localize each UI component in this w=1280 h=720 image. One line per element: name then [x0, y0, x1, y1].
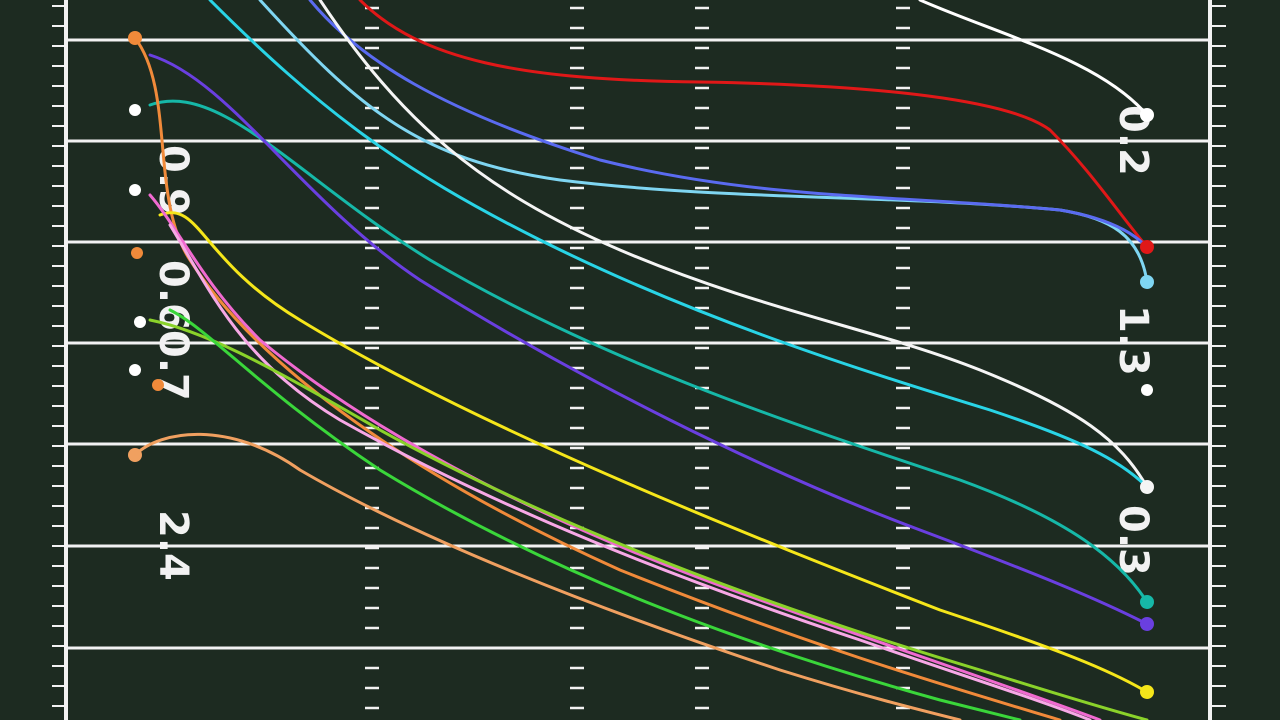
endpoint-red [1140, 240, 1154, 254]
route-green [168, 308, 1022, 720]
route-red [358, 0, 1149, 249]
endpoint-orange-upper [128, 31, 142, 45]
route-white-mid [318, 0, 1149, 489]
right-label-3: 0.3 [1110, 505, 1156, 576]
start-marker [129, 104, 141, 116]
route-white-top [918, 0, 1149, 117]
endpoint-light-blue [1140, 275, 1154, 289]
start-marker [134, 316, 146, 328]
route-blue-violet [308, 0, 1149, 249]
field-grid [52, 0, 1226, 720]
route-endpoints [128, 31, 1154, 699]
start-marker [129, 184, 141, 196]
route-lines [133, 0, 1149, 720]
start-marker [129, 364, 141, 376]
route-cyan [208, 0, 1149, 489]
route-orange-lower [133, 432, 962, 720]
route-violet [148, 53, 1149, 626]
route-lime [148, 318, 1149, 720]
left-label-2: 0.6 [150, 260, 196, 331]
left-label-4: 2.4 [150, 510, 196, 581]
start-marker [131, 247, 143, 259]
route-light-pink [168, 223, 1092, 720]
endpoint-teal [1140, 595, 1154, 609]
endpoint-white-mid [1140, 480, 1154, 494]
start-marker [1141, 384, 1153, 396]
endpoint-orange-lower [128, 448, 142, 462]
endpoint-yellow [1140, 685, 1154, 699]
route-yellow [158, 211, 1149, 694]
start-marker [152, 379, 164, 391]
right-label-2: 1.3 [1110, 305, 1156, 376]
endpoint-violet [1140, 617, 1154, 631]
route-teal [148, 99, 1149, 604]
endpoint-white-top [1140, 108, 1154, 122]
